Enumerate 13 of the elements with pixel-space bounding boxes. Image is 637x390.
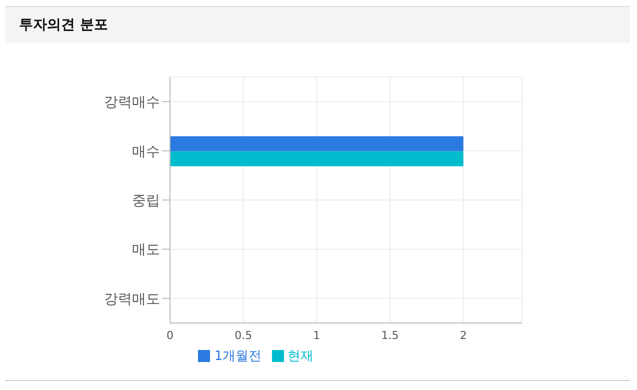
x-tick-label: 0	[166, 328, 174, 342]
chart-title: 투자의견 분포	[19, 16, 108, 34]
x-tick-label: 0.5	[234, 328, 252, 342]
y-tick-label: 매수	[132, 144, 160, 160]
y-tick-label: 강력매수	[104, 94, 160, 111]
legend-label: 현재	[288, 349, 314, 364]
x-tick-label: 1.5	[381, 328, 399, 342]
legend-label: 1개월전	[214, 349, 262, 364]
y-tick-label: 매도	[132, 242, 160, 258]
y-tick-label: 강력매도	[104, 291, 160, 308]
x-tick-label: 1	[313, 328, 320, 342]
y-tick-label: 중립	[132, 192, 160, 209]
x-tick-label: 2	[460, 328, 467, 342]
